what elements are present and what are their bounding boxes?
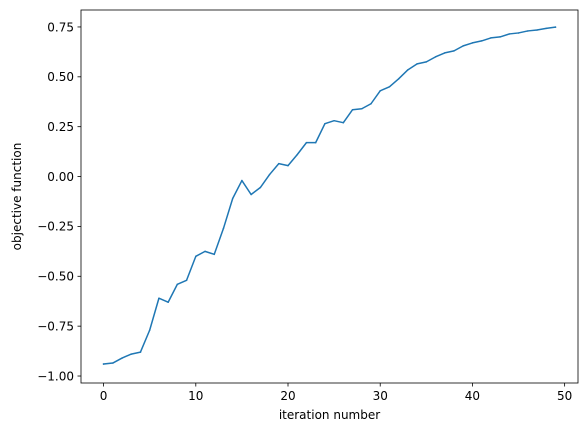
y-tick-label: 0.00: [47, 170, 74, 184]
data-point: [416, 63, 418, 65]
data-point: [434, 56, 437, 58]
data-point: [250, 193, 252, 196]
data-point: [508, 33, 511, 35]
data-point: [425, 61, 428, 63]
data-point: [296, 153, 298, 156]
y-tick-label: −1.00: [37, 369, 74, 383]
data-point: [204, 250, 206, 253]
data-point: [499, 36, 501, 38]
data-point: [176, 283, 179, 286]
data-point: [407, 69, 409, 71]
x-tick-label: 0: [100, 389, 108, 403]
x-axis-label: iteration number: [279, 408, 380, 422]
data-point: [490, 37, 492, 39]
plot-frame: [80, 9, 579, 384]
data-point: [139, 351, 142, 353]
data-point: [185, 279, 188, 282]
data-point: [527, 30, 529, 32]
data-point: [545, 27, 547, 30]
data-point: [462, 45, 464, 47]
data-point: [517, 32, 520, 34]
y-axis: −1.00 −0.75 −0.50 −0.25 0.00 0.25 0.50 0.75: [37, 20, 81, 383]
data-point: [287, 164, 289, 167]
x-axis: 0 10 20 30 40 50: [100, 383, 572, 403]
x-tick-label: 50: [557, 389, 572, 403]
x-tick-label: 40: [465, 389, 480, 403]
x-tick-label: 30: [373, 389, 388, 403]
data-point: [342, 121, 345, 124]
x-tick-label: 20: [280, 389, 295, 403]
series-line: [102, 26, 557, 365]
data-point: [314, 141, 317, 144]
data-point: [222, 227, 225, 230]
data-point: [480, 40, 483, 42]
data-point: [351, 108, 354, 111]
data-point: [112, 362, 114, 364]
y-tick-label: 0.50: [47, 70, 74, 84]
data-point: [397, 78, 400, 80]
y-tick-label: 0.25: [47, 120, 74, 134]
data-point: [554, 26, 557, 28]
data-point: [444, 52, 446, 54]
data-point: [130, 353, 132, 355]
data-point: [471, 42, 474, 44]
data-point: [305, 141, 308, 144]
y-tick-label: −0.25: [37, 220, 74, 234]
data-point: [536, 29, 538, 31]
data-point: [370, 103, 372, 105]
data-point: [102, 363, 105, 365]
data-point: [231, 197, 234, 200]
series-layer: [102, 26, 557, 365]
data-point: [361, 107, 363, 110]
data-point: [324, 122, 326, 125]
y-tick-label: −0.50: [37, 270, 74, 284]
y-tick-label: 0.75: [47, 20, 74, 34]
data-point: [268, 173, 271, 176]
y-axis-label: objective function: [10, 143, 24, 251]
x-tick-label: 10: [188, 389, 203, 403]
data-point: [148, 329, 151, 331]
data-point: [167, 301, 169, 303]
data-point: [333, 119, 335, 122]
data-point: [213, 253, 215, 256]
data-point: [388, 86, 391, 88]
data-point: [195, 255, 197, 258]
data-point: [241, 179, 243, 182]
data-point: [379, 90, 381, 92]
y-tick-label: −0.75: [37, 319, 74, 333]
data-point: [259, 186, 262, 189]
data-point: [278, 162, 280, 165]
data-point: [453, 50, 455, 52]
data-point: [158, 297, 160, 299]
data-point: [121, 357, 123, 359]
